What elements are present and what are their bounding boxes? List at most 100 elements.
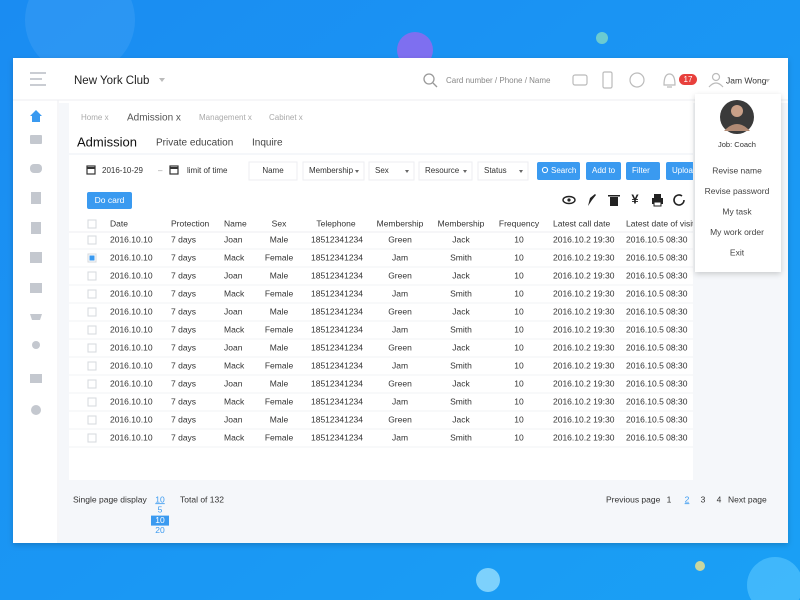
table-cell: Joan: [224, 270, 243, 280]
tab[interactable]: Inquire: [252, 138, 283, 149]
menu-item[interactable]: Revise name: [712, 165, 762, 175]
checkbox[interactable]: [87, 235, 97, 245]
breadcrumb[interactable]: Admission x: [127, 113, 181, 124]
breadcrumb[interactable]: Cabinet x: [269, 113, 303, 122]
table-cell: Green: [388, 234, 412, 244]
checkbox[interactable]: [87, 379, 97, 389]
button[interactable]: [537, 162, 580, 180]
menu-item[interactable]: My work order: [710, 227, 764, 237]
user-role: Job: Coach: [718, 140, 756, 149]
checkbox[interactable]: [87, 307, 97, 317]
menu-item[interactable]: Revise password: [705, 186, 770, 196]
table-cell: 18512341234: [311, 234, 363, 244]
button-label[interactable]: Upload: [672, 166, 697, 175]
checkbox[interactable]: [87, 325, 97, 335]
notification-badge: [679, 74, 697, 85]
filter-field[interactable]: [418, 161, 473, 181]
page-number[interactable]: 3: [701, 494, 706, 504]
button-label[interactable]: Filter: [632, 166, 650, 175]
table-cell: Female: [265, 360, 294, 370]
header-icons[interactable]: [572, 71, 724, 89]
bokeh: [476, 568, 500, 592]
sidebar[interactable]: [30, 110, 42, 415]
breadcrumb[interactable]: Home x: [81, 113, 109, 122]
bokeh: [596, 32, 608, 44]
filter-label[interactable]: Name: [262, 166, 284, 175]
column-header: Date: [110, 218, 128, 228]
button-label[interactable]: Search: [551, 166, 576, 175]
menu-toggle[interactable]: [30, 72, 46, 86]
button[interactable]: [87, 192, 132, 209]
checkbox[interactable]: [87, 271, 97, 281]
date-input[interactable]: 2016-10-29: [102, 166, 143, 175]
next-page[interactable]: Next page: [728, 494, 767, 504]
table-cell: Smith: [450, 288, 472, 298]
filter-field[interactable]: [477, 161, 529, 181]
tab[interactable]: Admission: [77, 134, 137, 149]
page-number[interactable]: 1: [667, 494, 672, 504]
column-header: Membership: [438, 218, 485, 228]
button-label[interactable]: Do card: [95, 195, 125, 205]
menu-item[interactable]: Exit: [730, 248, 745, 258]
table-cell: 10: [514, 360, 524, 370]
column-header: Membership: [377, 218, 424, 228]
button[interactable]: [626, 162, 660, 180]
page-size-option[interactable]: 20: [155, 525, 165, 535]
previous-page[interactable]: Previous page: [606, 494, 661, 504]
checkbox[interactable]: [87, 433, 97, 443]
checkbox[interactable]: [87, 343, 97, 353]
checkbox[interactable]: [87, 397, 97, 407]
filter-label[interactable]: Resource: [425, 166, 460, 175]
table-cell: Jack: [452, 342, 470, 352]
table-cell: 18512341234: [311, 378, 363, 388]
table-cell: 2016.10.5 08:30: [626, 288, 688, 298]
checkbox[interactable]: [87, 415, 97, 425]
filter-field[interactable]: [302, 161, 365, 181]
table-cell: Jam: [392, 396, 408, 406]
filter-label[interactable]: Membership: [309, 166, 354, 175]
page-size-option[interactable]: 10: [155, 515, 165, 525]
page-size-option[interactable]: 5: [158, 505, 163, 515]
table-cell: 2016.10.5 08:30: [626, 252, 688, 262]
page-number[interactable]: 4: [717, 494, 722, 504]
column-header: Frequency: [499, 218, 540, 228]
breadcrumb[interactable]: Management x: [199, 113, 252, 122]
tab[interactable]: Private education: [156, 138, 233, 149]
page-size-option[interactable]: 10: [155, 494, 165, 504]
table-cell: 7 days: [171, 234, 196, 244]
search-icon[interactable]: [423, 73, 438, 88]
user-name[interactable]: Jam Wong: [726, 75, 767, 85]
table-toolbar[interactable]: [562, 194, 685, 207]
table-cell: 2016.10.10: [110, 234, 153, 244]
table-cell: 18512341234: [311, 306, 363, 316]
table-cell: 18512341234: [311, 270, 363, 280]
total-count: Total of 132: [180, 494, 224, 504]
button[interactable]: [586, 162, 621, 180]
toolbar-icon[interactable]: ¥: [631, 191, 639, 206]
menu-item[interactable]: My task: [722, 206, 752, 216]
time-limit-input[interactable]: limit of time: [187, 166, 228, 175]
page-number[interactable]: 2: [685, 494, 690, 504]
table-cell: 2016.10.10: [110, 414, 153, 424]
table-cell: 2016.10.2 19:30: [553, 270, 615, 280]
checkbox[interactable]: [87, 289, 97, 299]
table-cell: Jack: [452, 306, 470, 316]
table: Date Protection Name Sex Telephone Membership…: [69, 218, 695, 448]
checkbox[interactable]: [87, 361, 97, 371]
brand[interactable]: New York Club: [74, 75, 149, 87]
table-cell: Female: [265, 324, 294, 334]
table-cell: 2016.10.10: [110, 252, 153, 262]
checkbox[interactable]: [87, 219, 97, 229]
table-cell: 10: [514, 414, 524, 424]
table-cell: 7 days: [171, 378, 196, 388]
column-header: Latest date of visit: [626, 218, 695, 228]
search-input[interactable]: Card number / Phone / Name: [446, 76, 551, 85]
table-cell: Jam: [392, 252, 408, 262]
table-cell: 2016.10.5 08:30: [626, 396, 688, 406]
button[interactable]: [666, 162, 702, 180]
filter-label[interactable]: Sex: [375, 166, 389, 175]
filter-label[interactable]: Status: [484, 166, 507, 175]
filter-field[interactable]: [368, 161, 415, 181]
button-label[interactable]: Add to: [592, 166, 616, 175]
filter-field[interactable]: [248, 161, 298, 181]
